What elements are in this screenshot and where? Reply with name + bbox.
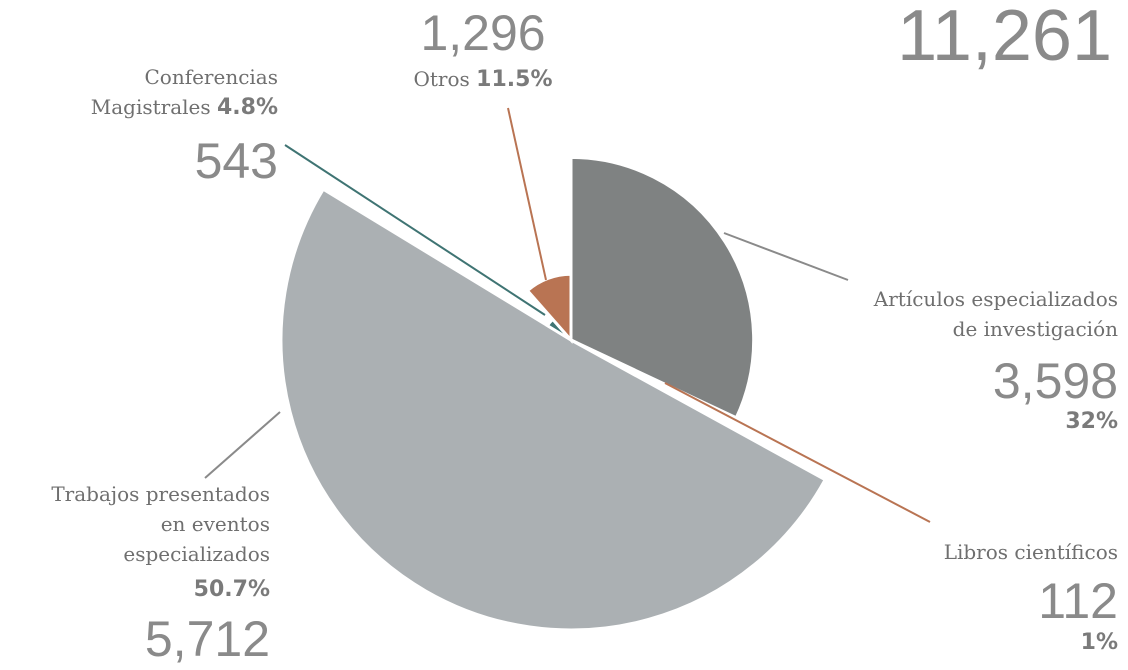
percent-label: 50.7% bbox=[194, 574, 270, 605]
category-label: Trabajos presentados en eventos especial… bbox=[51, 482, 270, 566]
leader-line bbox=[664, 382, 931, 523]
count-label: 112 bbox=[1038, 573, 1118, 629]
pie-slice bbox=[525, 272, 573, 344]
percent-value: 50.7% bbox=[193, 577, 270, 602]
category-label: Otros bbox=[413, 67, 470, 91]
leader-line bbox=[284, 144, 546, 316]
slice-label: Otros 11.5% bbox=[333, 64, 633, 95]
category-label: Artículos especializados de investigació… bbox=[873, 287, 1118, 341]
slice-label: Conferencias Magistrales 4.8% bbox=[0, 62, 278, 123]
leader-line bbox=[507, 107, 547, 281]
count-label: 543 bbox=[194, 133, 278, 189]
count-label: 3,598 bbox=[992, 353, 1118, 409]
percent-label: 1% bbox=[1081, 627, 1118, 658]
percent-label: 4.8% bbox=[216, 95, 278, 120]
category-label: Libros científicos bbox=[943, 540, 1118, 564]
leader-line bbox=[204, 411, 281, 479]
percent-value: 32% bbox=[1065, 409, 1118, 434]
pie-slice bbox=[279, 187, 828, 632]
pie-slice bbox=[569, 155, 756, 420]
category-label: Conferencias Magistrales bbox=[90, 65, 278, 119]
slices bbox=[279, 155, 828, 632]
count-label: 5,712 bbox=[144, 611, 270, 667]
leader-line bbox=[723, 232, 849, 281]
total: 11,261 bbox=[897, 0, 1112, 76]
percent-value: 1% bbox=[1080, 630, 1118, 655]
count-label: 1,296 bbox=[420, 5, 546, 61]
percent-label: 11.5% bbox=[476, 67, 553, 92]
percent-label: 32% bbox=[1065, 406, 1118, 437]
